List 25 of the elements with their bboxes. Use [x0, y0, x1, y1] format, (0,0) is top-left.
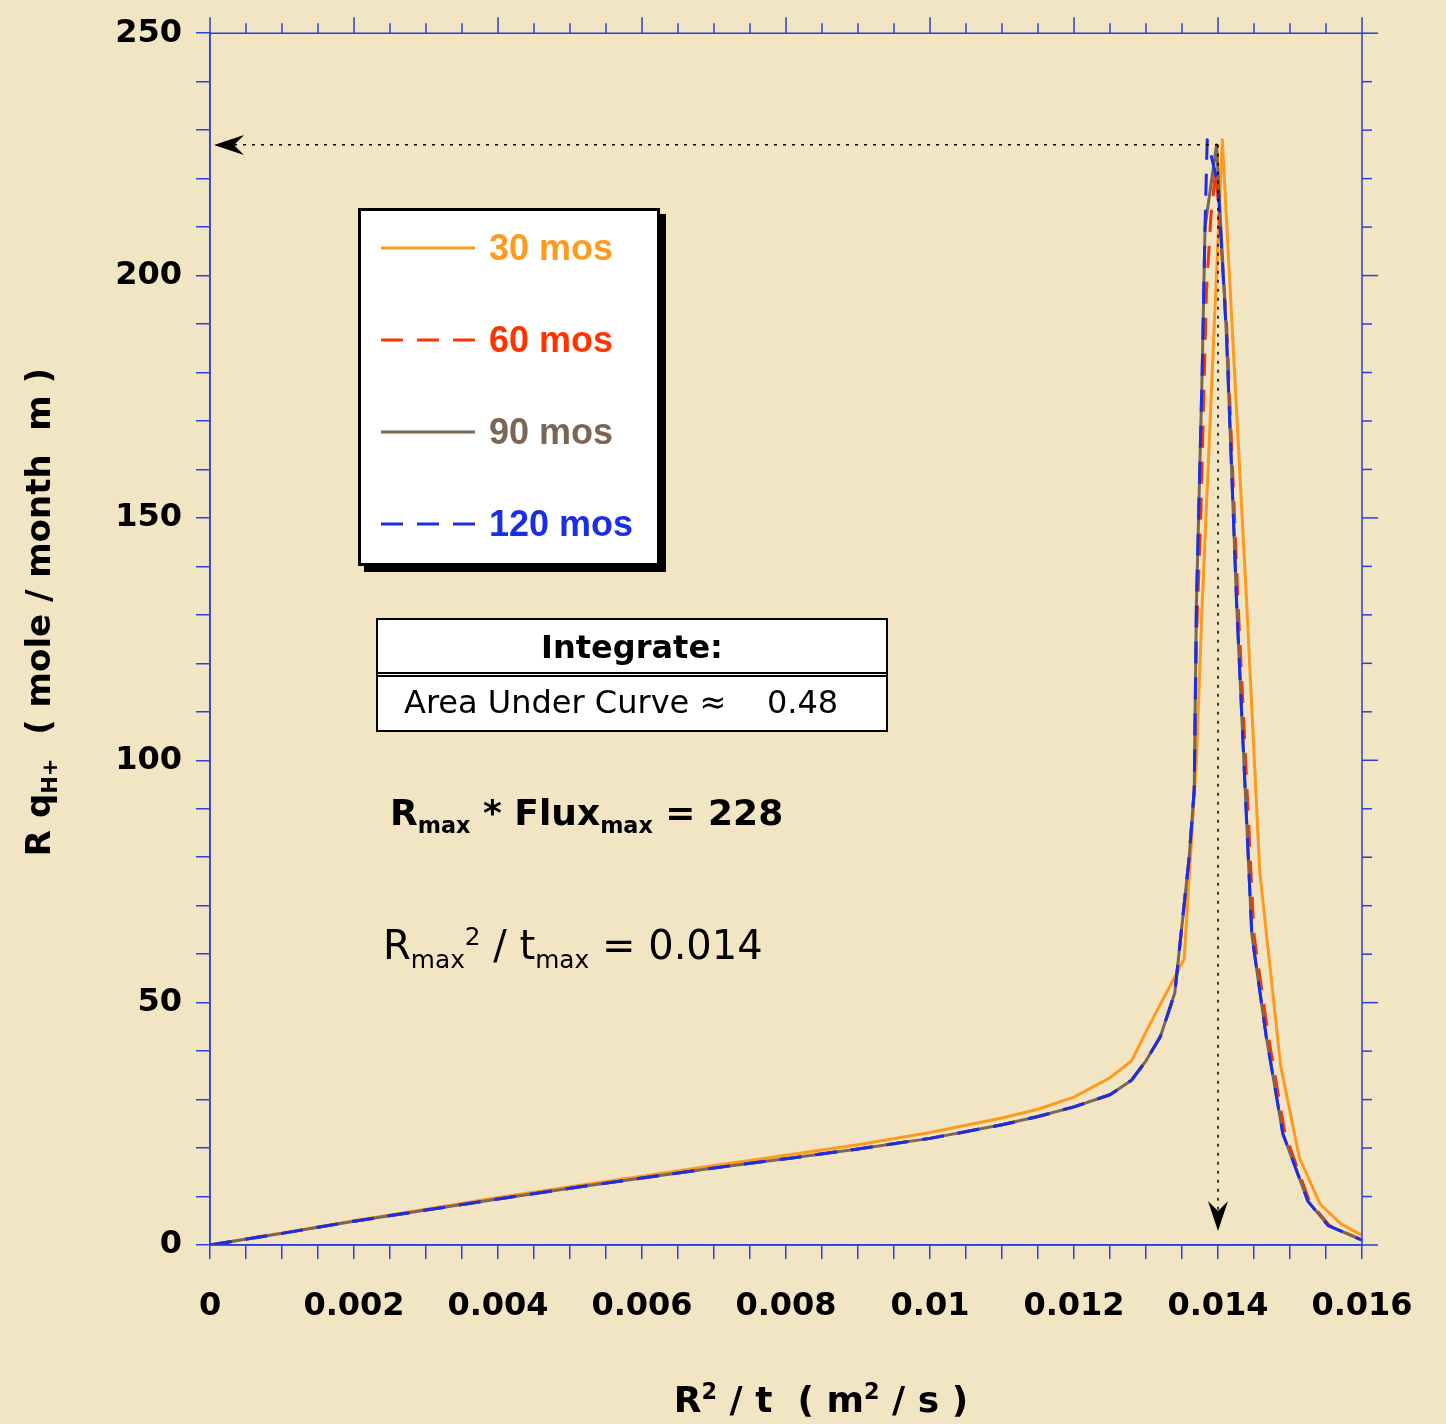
annotation: R$_{max}$$^{2}$ / t$_{max}$ = 0.014: [383, 922, 763, 975]
annotation: Integrate:: [378, 620, 886, 677]
x-axis-title: R$^{2}$ / t ( m$^{2}$ / s ): [672, 1378, 970, 1420]
legend-label: 30 mos: [489, 227, 614, 269]
y-tick-label: 50: [137, 980, 182, 1019]
x-tick-label: 0.014: [1167, 1284, 1269, 1323]
x-tick-label: 0.012: [1023, 1284, 1125, 1323]
legend-label: 90 mos: [489, 411, 614, 453]
x-tick-label: 0: [198, 1284, 222, 1323]
x-tick-label: 0.002: [303, 1284, 405, 1323]
y-tick-label: 150: [115, 496, 182, 535]
x-tick-label: 0.01: [890, 1284, 970, 1323]
x-tick-label: 0.004: [447, 1284, 549, 1323]
y-tick-label: 0: [159, 1223, 182, 1262]
x-tick-label: 0.006: [591, 1284, 693, 1323]
x-tick-label: 0.016: [1311, 1284, 1413, 1323]
text-table: Integrate: Area Under Curve ≈ 0.48: [376, 618, 888, 732]
annotation: Area Under Curve ≈ 0.48: [403, 682, 840, 723]
y-tick-label: 100: [115, 738, 182, 777]
annotation: R$_{max}$ * Flux$_{max}$ = 228: [390, 792, 784, 839]
legend-label: 60 mos: [489, 319, 614, 361]
legend-label: 120 mos: [489, 503, 634, 545]
y-tick-label: 200: [115, 253, 182, 292]
y-tick-label: 250: [115, 11, 182, 50]
x-tick-label: 0.008: [735, 1284, 837, 1323]
